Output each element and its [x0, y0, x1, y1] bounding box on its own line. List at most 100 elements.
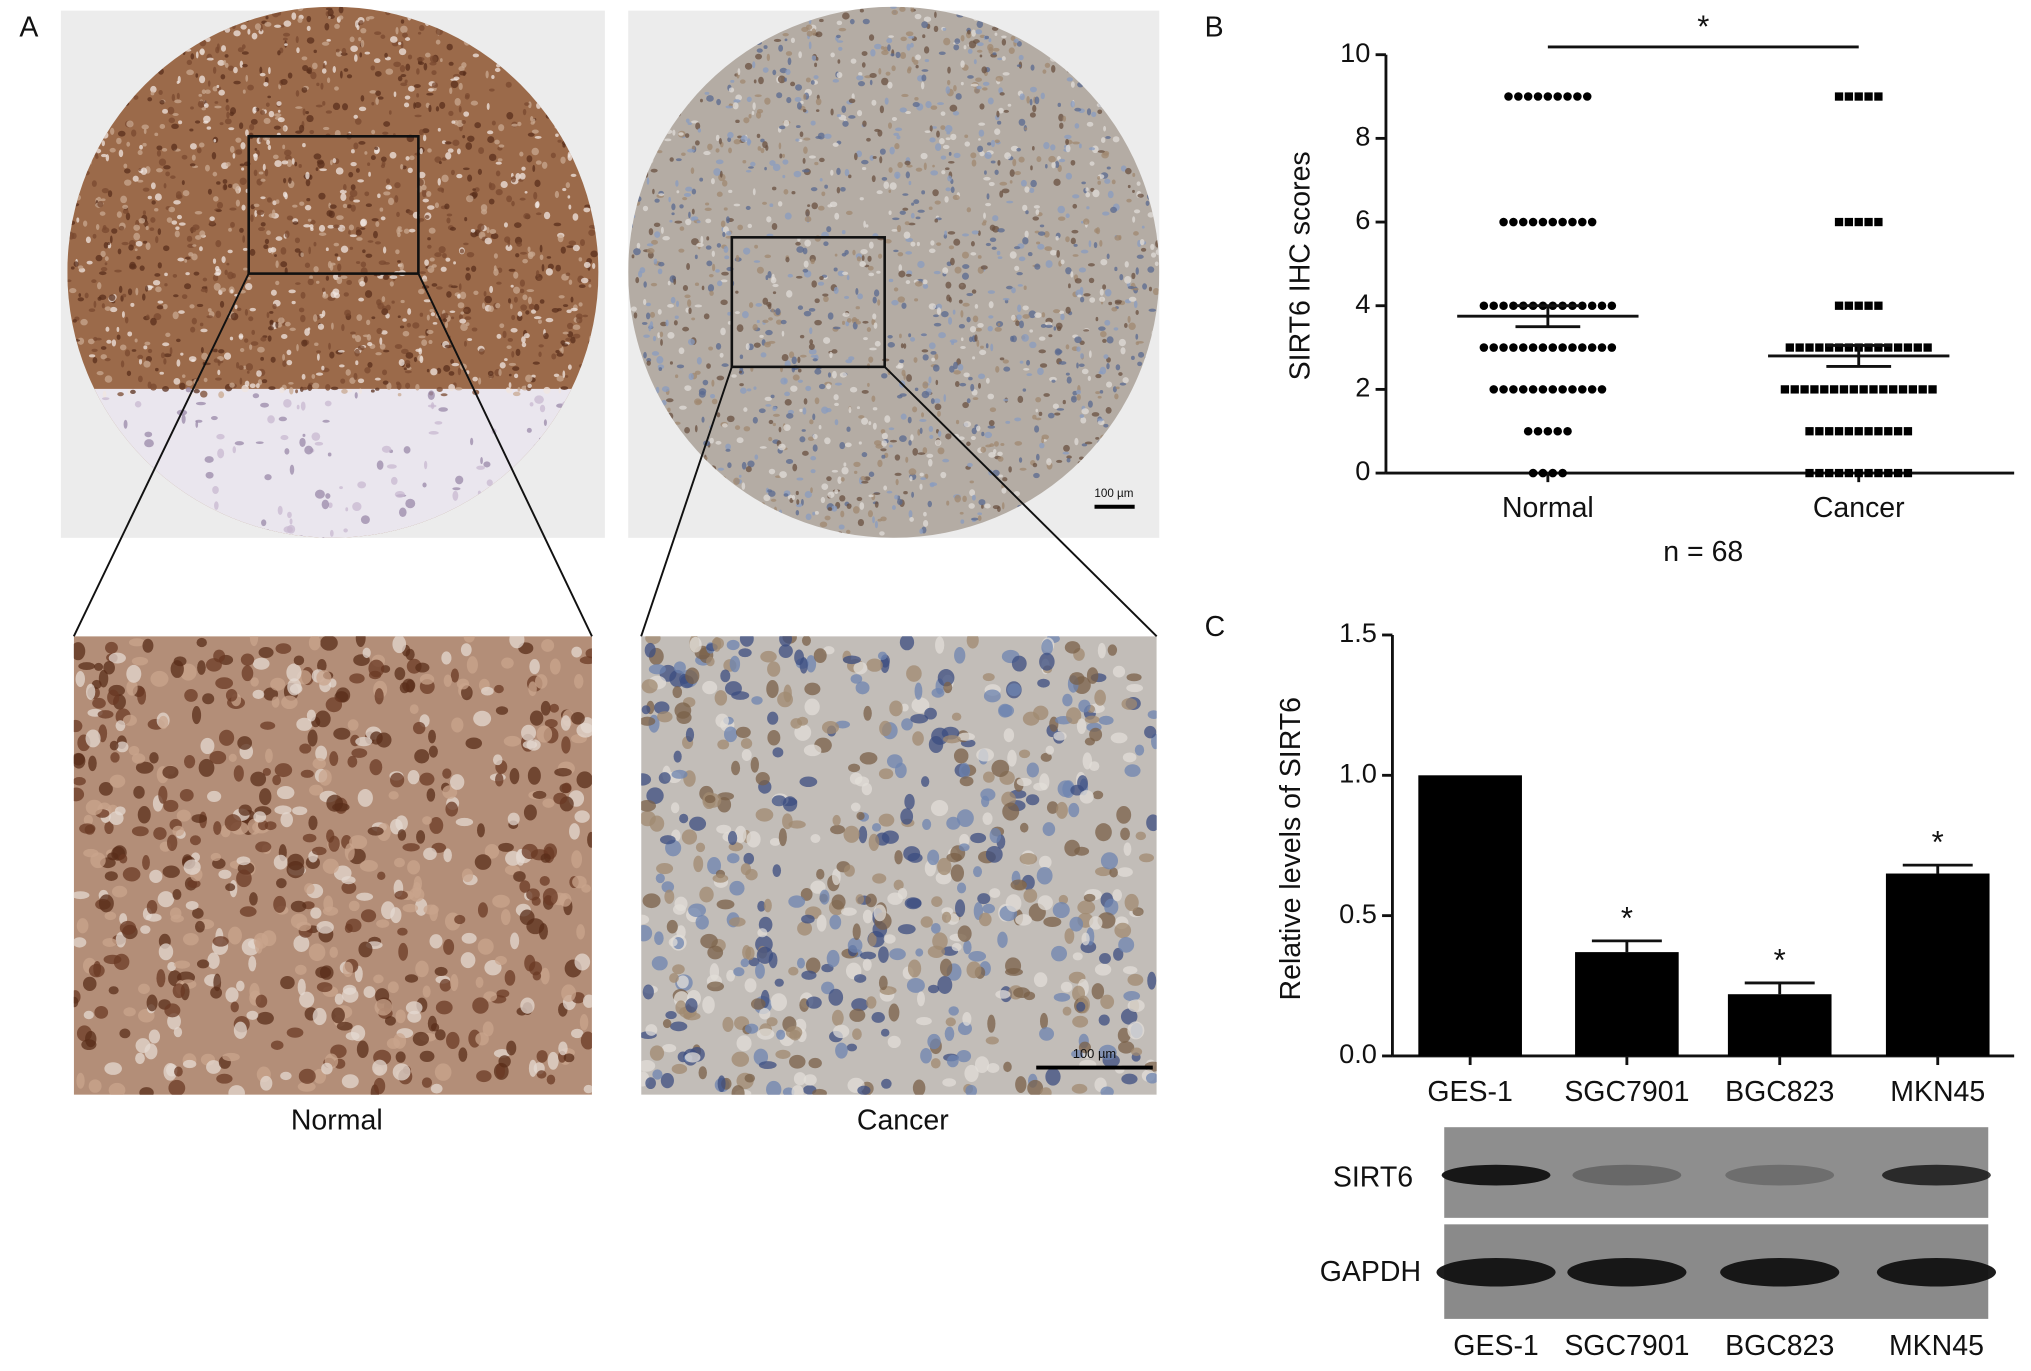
cell [443, 848, 452, 863]
cell [111, 339, 117, 347]
cell [374, 31, 382, 35]
cell [1034, 425, 1040, 433]
cell [273, 125, 281, 130]
cell [274, 24, 282, 28]
cell [1064, 134, 1072, 140]
cell [982, 81, 990, 86]
cell [1054, 412, 1061, 416]
cell [395, 1051, 406, 1063]
cell [994, 169, 999, 175]
cell [329, 946, 339, 958]
cell [1037, 678, 1050, 688]
cell [190, 106, 194, 110]
cell [465, 267, 470, 271]
cell [837, 476, 842, 484]
cell [526, 155, 533, 163]
cell [576, 723, 592, 738]
cell [442, 318, 448, 323]
cell [356, 892, 374, 901]
cell [857, 518, 865, 527]
cell [891, 9, 898, 15]
cell [778, 125, 786, 130]
cell [932, 164, 935, 168]
cell [360, 39, 365, 48]
cell [895, 127, 903, 132]
cell [931, 126, 937, 129]
cell [260, 1075, 273, 1091]
cell [250, 118, 258, 125]
cell [419, 312, 424, 317]
cell [981, 222, 987, 226]
cell [780, 377, 788, 385]
cell [238, 804, 252, 816]
cell [131, 129, 137, 137]
cell [1104, 289, 1112, 297]
cell [551, 307, 560, 313]
cell [735, 119, 740, 124]
cell [937, 447, 945, 455]
cell [984, 503, 991, 509]
cell [380, 216, 386, 221]
cell [1114, 393, 1119, 400]
cell [511, 123, 518, 127]
cell [810, 354, 817, 358]
cell [935, 379, 939, 386]
cell [342, 961, 354, 978]
cell [543, 211, 551, 220]
cell [928, 206, 933, 211]
cell [947, 231, 956, 235]
cell [510, 303, 513, 310]
cell [349, 835, 368, 850]
cell [950, 133, 957, 141]
cell [280, 78, 288, 86]
cell [498, 842, 514, 852]
cell [1037, 243, 1045, 250]
cell [138, 983, 150, 995]
cell [649, 311, 656, 318]
cell [1113, 327, 1119, 331]
cell [868, 34, 875, 41]
cell [1039, 224, 1045, 228]
cell [73, 719, 83, 733]
cell [810, 834, 821, 843]
cell [1140, 247, 1147, 252]
cell [713, 168, 721, 176]
cell [671, 203, 676, 211]
cell [507, 337, 513, 342]
cell [194, 920, 205, 933]
cell [889, 439, 898, 443]
cell [159, 371, 164, 375]
cell [715, 159, 724, 165]
cell [173, 377, 181, 385]
cell [742, 311, 749, 319]
cell [370, 65, 376, 71]
cell [809, 327, 813, 335]
cell [375, 352, 382, 356]
cell [705, 245, 712, 250]
cell [190, 53, 195, 60]
cell [829, 351, 833, 359]
cell [405, 648, 415, 661]
cell [295, 36, 299, 44]
cell [405, 37, 411, 41]
cell [356, 314, 363, 322]
cell [743, 247, 751, 255]
cell [866, 658, 883, 672]
cell [478, 348, 485, 355]
cell [88, 354, 96, 358]
cell [631, 254, 635, 259]
cell [224, 6, 231, 11]
cell [1100, 137, 1106, 144]
cell [822, 293, 829, 297]
cell [911, 202, 915, 206]
cell [966, 398, 971, 404]
cell [176, 80, 180, 84]
cell [494, 139, 500, 145]
cell [301, 339, 308, 347]
cell [428, 431, 439, 435]
cell [857, 109, 863, 117]
cell [573, 674, 584, 689]
cell [1139, 239, 1145, 246]
cell [131, 349, 137, 352]
cell [803, 260, 809, 268]
